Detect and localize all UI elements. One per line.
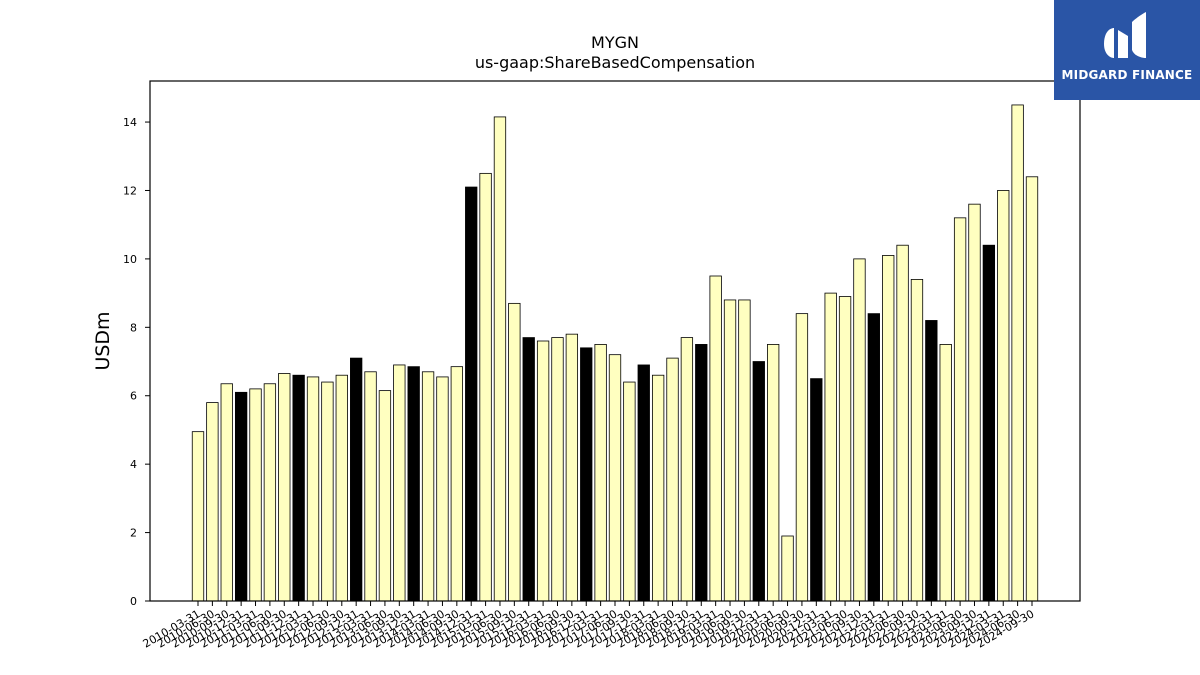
bar-2018-06-30 xyxy=(666,357,679,602)
bar-2022-09-30 xyxy=(910,279,924,602)
y-tick-label: 14 xyxy=(123,116,137,129)
bar-series xyxy=(191,104,1039,602)
bar-2019-03-31 xyxy=(709,275,722,602)
y-tick-label: 2 xyxy=(130,527,137,540)
bar-2015-12-31 xyxy=(522,337,535,602)
y-axis-label: USDm xyxy=(92,311,114,370)
bar-2010-03-31 xyxy=(191,431,205,602)
bar-2024-03-31 xyxy=(997,190,1010,602)
bar-2010-06-30 xyxy=(206,402,219,602)
bar-2012-06-30 xyxy=(321,381,334,602)
plot-frame xyxy=(149,80,1081,602)
bar-2018-12-31 xyxy=(695,344,708,602)
logo-text: MIDGARD FINANCE xyxy=(1061,68,1193,82)
y-tick-label: 4 xyxy=(130,458,137,471)
y-tick-label: 10 xyxy=(123,253,137,266)
bar-2015-03-31 xyxy=(479,172,492,602)
y-axis-ticks: 0 2 4 6 8 10 12 14 xyxy=(123,116,150,608)
y-tick-label: 12 xyxy=(123,184,137,197)
bar-2021-09-30 xyxy=(853,258,866,602)
bar-2024-09-30 xyxy=(1025,176,1039,602)
chart-subtitle: us-gaap:ShareBasedCompensation xyxy=(475,53,755,72)
bar-2017-09-30 xyxy=(623,381,636,602)
bar-2016-06-30 xyxy=(551,337,564,602)
bar-2016-09-30 xyxy=(565,333,579,602)
x-axis-ticks: 2010-03-312010-06-302010-09-302010-12-31… xyxy=(141,601,1037,651)
bar-2018-03-31 xyxy=(651,374,665,602)
bar-2012-09-30 xyxy=(335,374,348,602)
bar-2022-06-30 xyxy=(896,244,909,602)
midgard-finance-logo: MIDGARD FINANCE xyxy=(1054,0,1200,100)
y-tick-label: 6 xyxy=(130,390,137,403)
bar-2017-12-31 xyxy=(637,364,650,602)
bar-2023-06-30 xyxy=(953,217,967,602)
bar-2024-06-30 xyxy=(1011,104,1024,602)
bar-2013-12-31 xyxy=(407,366,420,602)
bar-2023-03-31 xyxy=(939,344,952,602)
bar-2011-06-30 xyxy=(263,383,277,602)
chart-title: MYGN xyxy=(591,33,639,52)
bar-2016-03-31 xyxy=(536,340,550,602)
bar-2023-09-30 xyxy=(968,203,981,602)
bar-2012-12-31 xyxy=(350,357,363,602)
bar-2013-09-30 xyxy=(393,364,406,602)
bar-2023-12-31 xyxy=(982,244,996,602)
bar-2021-12-31 xyxy=(867,313,880,602)
bar-2020-12-31 xyxy=(810,378,823,602)
bar-2012-03-31 xyxy=(306,376,320,602)
bar-2014-06-30 xyxy=(436,376,449,602)
bar-2018-09-30 xyxy=(680,337,694,602)
bar-2021-03-31 xyxy=(824,292,837,602)
bar-2022-12-31 xyxy=(925,320,938,602)
bar-2017-06-30 xyxy=(608,354,622,602)
bar-2017-03-31 xyxy=(594,344,607,602)
y-tick-label: 8 xyxy=(130,321,137,334)
bar-2016-12-31 xyxy=(580,347,593,602)
bar-2010-09-30 xyxy=(220,383,233,602)
bar-2015-06-30 xyxy=(493,116,507,602)
bar-2010-12-31 xyxy=(234,391,248,602)
bar-2021-06-30 xyxy=(838,296,852,602)
bar-2019-06-30 xyxy=(723,299,737,602)
bar-2020-03-31 xyxy=(767,344,780,602)
midgard-logo-mark-icon xyxy=(1104,12,1146,58)
bar-2014-09-30 xyxy=(450,366,463,602)
bar-2011-12-31 xyxy=(292,374,305,602)
bar-2011-03-31 xyxy=(249,388,262,602)
bar-2020-06-30 xyxy=(781,535,794,602)
bar-2022-03-31 xyxy=(882,255,895,602)
bar-2013-03-31 xyxy=(364,371,377,602)
bar-2013-06-30 xyxy=(378,390,392,602)
bar-2011-09-30 xyxy=(278,373,291,602)
bar-2019-12-31 xyxy=(752,361,765,602)
bar-2019-09-30 xyxy=(738,299,751,602)
y-tick-label: 0 xyxy=(130,595,137,608)
bar-2014-12-31 xyxy=(465,186,478,602)
bar-2020-09-30 xyxy=(795,313,809,602)
bar-2015-09-30 xyxy=(508,302,521,602)
bar-2014-03-31 xyxy=(421,371,435,602)
